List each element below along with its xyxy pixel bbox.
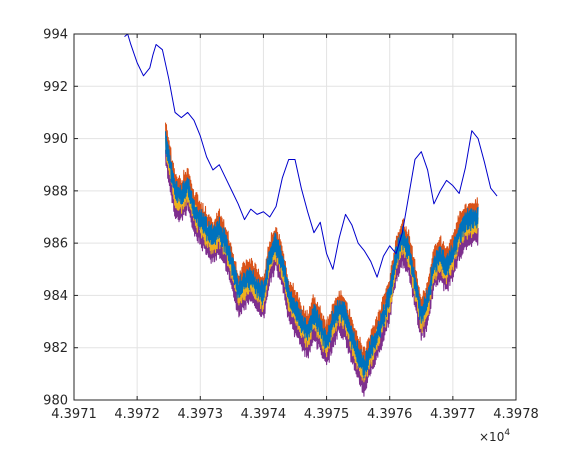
- y-tick-label: 992: [43, 80, 68, 95]
- x-tick-label: 4.3973: [178, 407, 224, 422]
- x-tick-label: 4.3978: [493, 407, 539, 422]
- axes-layer: [73, 33, 517, 401]
- y-tick-label: 982: [43, 341, 68, 356]
- tick-label-layer: 4.3971 4.3972 4.3973 4.3974 4.3975 4.3976 4.39…: [43, 28, 539, 423]
- axes-frame: [73, 33, 517, 401]
- grid-layer: [73, 33, 517, 401]
- x-multiplier-label: ×104: [479, 428, 510, 444]
- x-tick-label: 4.3977: [430, 407, 476, 422]
- y-tick-label: 984: [43, 289, 68, 304]
- x-tick-label: 4.3974: [241, 407, 287, 422]
- x-tick-label: 4.3972: [114, 407, 160, 422]
- y-tick-label: 980: [43, 394, 68, 409]
- x-tick-label: 4.3971: [51, 407, 97, 422]
- ensemble-series-line: [165, 122, 479, 371]
- x-tick-label: 4.3976: [367, 407, 413, 422]
- y-tick-label: 994: [43, 28, 68, 43]
- x-tick-label: 4.3975: [304, 407, 350, 422]
- ensemble-series-line: [165, 131, 479, 379]
- reference-series-line: [124, 33, 498, 278]
- y-tick-label: 988: [43, 184, 68, 199]
- series-layer: [124, 33, 498, 397]
- y-tick-label: 990: [43, 132, 68, 147]
- y-tick-label: 986: [43, 237, 68, 252]
